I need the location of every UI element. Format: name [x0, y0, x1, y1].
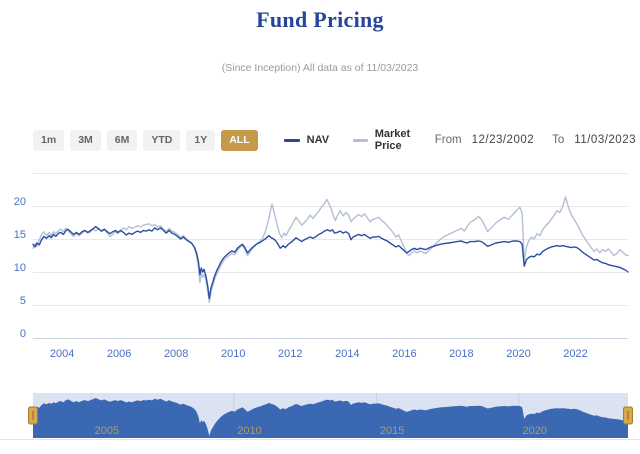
svg-text:20: 20	[14, 196, 26, 208]
svg-text:2012: 2012	[278, 348, 302, 360]
market-price-series-line	[32, 196, 629, 304]
chart-controls: 1m 3M 6M YTD 1Y ALL NAV Market Price Fro…	[33, 128, 636, 152]
navigator-left-handle[interactable]	[28, 406, 38, 425]
navigator-area[interactable]	[33, 398, 628, 438]
svg-text:2008: 2008	[164, 348, 188, 360]
y-gridlines	[33, 173, 628, 339]
svg-text:2016: 2016	[392, 348, 416, 360]
svg-text:2005: 2005	[95, 425, 119, 437]
nav-series-line	[32, 225, 629, 300]
svg-text:5: 5	[20, 295, 26, 307]
page-subtitle: (Since Inception) All data as of 11/03/2…	[221, 62, 419, 74]
to-date-input[interactable]: 11/03/2023	[574, 134, 636, 146]
nav-line-swatch	[283, 138, 300, 142]
range-button-1y[interactable]: 1Y	[186, 129, 216, 151]
legend-label-nav: NAV	[306, 134, 330, 146]
legend-label-market-price: Market Price	[374, 128, 411, 152]
svg-text:10: 10	[14, 262, 26, 274]
range-button-6m[interactable]: 6M	[106, 129, 138, 151]
x-axis-labels: 2004 2006 2008 2010 2012 2014 2016 2018 2020 2022	[50, 348, 588, 360]
svg-text:2022: 2022	[563, 348, 587, 360]
legend-item-nav[interactable]: NAV	[283, 134, 330, 146]
range-button-1m[interactable]: 1m	[33, 129, 65, 151]
chart-legend: NAV Market Price	[283, 128, 435, 152]
svg-text:2010: 2010	[221, 348, 245, 360]
range-button-ytd[interactable]: YTD	[143, 129, 181, 151]
navigator-axis-labels: 2005 2010 2015 2020	[95, 425, 547, 437]
from-label: From	[434, 134, 462, 146]
svg-text:2004: 2004	[50, 348, 74, 360]
range-button-all[interactable]: ALL	[221, 129, 258, 151]
range-selector: 1m 3M 6M YTD 1Y ALL	[33, 129, 258, 151]
svg-text:2015: 2015	[380, 425, 404, 437]
market-price-line-swatch	[353, 138, 368, 142]
svg-text:15: 15	[14, 229, 26, 241]
date-range-inputs: From 12/23/2002 To 11/03/2023	[435, 134, 636, 146]
to-label: To	[552, 134, 565, 146]
navigator-right-handle[interactable]	[623, 406, 633, 425]
legend-item-market-price[interactable]: Market Price	[353, 128, 435, 152]
svg-text:2020: 2020	[522, 425, 546, 437]
svg-text:0: 0	[20, 328, 26, 340]
svg-text:2006: 2006	[107, 348, 131, 360]
svg-text:2018: 2018	[449, 348, 473, 360]
range-button-3m[interactable]: 3M	[70, 129, 101, 151]
svg-text:2010: 2010	[237, 425, 261, 437]
svg-text:2020: 2020	[506, 348, 530, 360]
y-axis-labels: 0 5 10 15 20	[14, 196, 26, 340]
from-date-input[interactable]: 12/23/2002	[471, 134, 535, 146]
svg-text:2014: 2014	[335, 348, 359, 360]
page-title: Fund Pricing	[256, 7, 384, 32]
